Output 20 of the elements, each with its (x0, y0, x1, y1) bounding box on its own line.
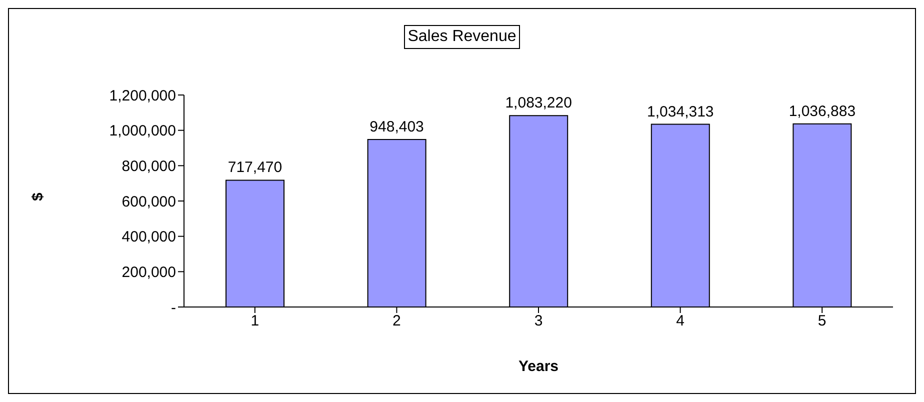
x-axis-title: Years (518, 358, 559, 375)
chart-title: Sales Revenue (404, 25, 520, 49)
data-label: 1,034,313 (647, 103, 714, 120)
y-tick-label: 1,000,000 (109, 122, 176, 140)
data-label: 1,036,883 (788, 102, 856, 120)
y-axis-title: $ (29, 192, 46, 201)
x-tick-label: 5 (818, 312, 826, 330)
y-tick-label: 800,000 (122, 158, 176, 175)
y-tick-label: - (171, 299, 176, 316)
x-tick-label: 2 (392, 312, 401, 330)
x-tick-label: 1 (250, 312, 260, 330)
y-tick-label: 200,000 (122, 264, 176, 281)
x-tick-label: 4 (676, 312, 684, 330)
data-label: 1,083,220 (505, 94, 572, 112)
data-label: 948,403 (370, 118, 424, 136)
y-tick-label: 400,000 (122, 228, 176, 246)
y-tick-label: 1,200,000 (109, 87, 176, 104)
x-tick-label: 3 (534, 312, 543, 330)
data-label: 717,470 (228, 159, 282, 176)
y-tick-label: 600,000 (122, 193, 176, 210)
